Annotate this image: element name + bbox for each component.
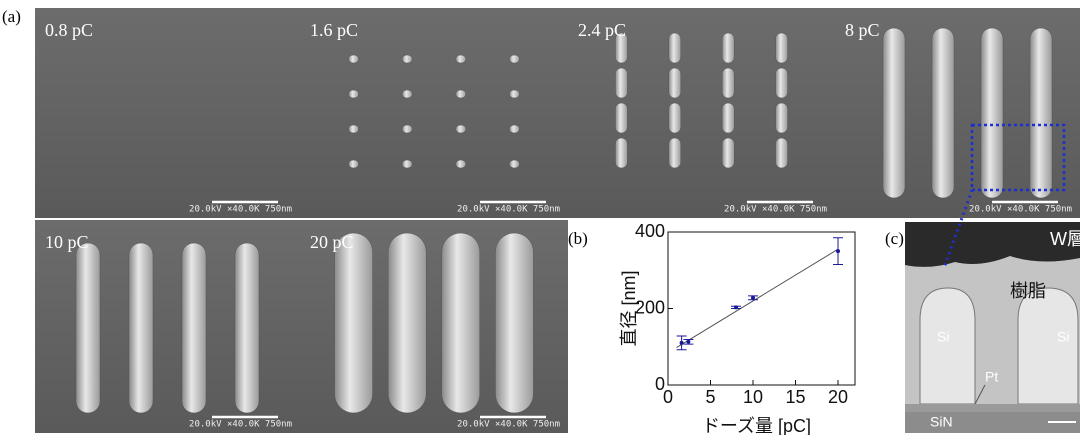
pillar — [776, 138, 788, 168]
pillar — [669, 103, 681, 133]
pillar — [615, 103, 627, 133]
scale-text: 20.0kV ×40.0K 750nm — [969, 205, 1072, 215]
x-tick-label: 5 — [705, 387, 715, 407]
pillar — [722, 138, 734, 168]
pillar — [509, 55, 519, 63]
sem-image: 10 pC 20.0kV ×40.0K 750nm — [35, 220, 300, 433]
pillar — [402, 90, 412, 98]
y-tick-label: 0 — [655, 374, 665, 394]
pillar — [129, 243, 153, 413]
dose-label: 2.4 pC — [578, 20, 626, 40]
sem-image: 8 pC 20.0kV ×40.0K 750nm — [835, 8, 1080, 218]
sem-image: 1.6 pC 20.0kV ×40.0K 750nm — [300, 8, 568, 218]
pillar — [509, 125, 519, 133]
sem-image: 20 pC 20.0kV ×40.0K 750nm — [300, 220, 568, 433]
pillar — [669, 33, 681, 63]
pillar — [349, 90, 359, 98]
x-tick-label: 20 — [828, 387, 848, 407]
dose-label: 20 pC — [310, 232, 354, 252]
scale-text: 20.0kV ×40.0K 750nm — [189, 420, 292, 430]
x-axis-label: ドーズ量 [pC] — [702, 416, 811, 435]
layer-label: Si — [937, 329, 949, 345]
pillar — [776, 103, 788, 133]
pillar — [388, 233, 426, 413]
panel-label: (b) — [568, 229, 588, 248]
pillar — [456, 55, 466, 63]
data-point — [734, 305, 738, 309]
pillar — [722, 68, 734, 98]
pillar — [981, 28, 1003, 198]
scale-text: 20.0kV ×40.0K 750nm — [189, 205, 292, 215]
dose-label: 10 pC — [45, 232, 89, 252]
pillar — [182, 243, 206, 413]
pillar — [669, 68, 681, 98]
pillar — [335, 233, 373, 413]
pillar — [1030, 28, 1052, 198]
data-point — [680, 341, 684, 345]
pillar — [402, 125, 412, 133]
pillar — [883, 28, 905, 198]
pillar — [235, 243, 259, 413]
layer-label: SiN — [930, 414, 953, 430]
pillar — [76, 243, 100, 413]
y-tick-label: 200 — [635, 297, 665, 317]
layer-label: Si — [1057, 329, 1069, 345]
pillar — [722, 103, 734, 133]
x-tick-label: 10 — [743, 387, 763, 407]
pillar — [349, 125, 359, 133]
dose-label: 8 pC — [845, 20, 880, 40]
data-point — [686, 340, 690, 344]
pillar — [509, 160, 519, 168]
pillar — [669, 138, 681, 168]
figure-label: (a) — [2, 7, 21, 26]
pillar — [776, 68, 788, 98]
data-point — [751, 296, 755, 300]
fit-line — [677, 249, 839, 347]
dose-label: 0.8 pC — [45, 20, 93, 40]
layer-label: 樹脂 — [1010, 281, 1046, 301]
figure: (a) 0.8 pC 20.0kV ×40.0K 750nm 1.6 pC 20.0k… — [0, 0, 1086, 435]
pillar — [615, 138, 627, 168]
layer-label: Pt — [985, 369, 998, 385]
y-axis-label: 直径 [nm] — [619, 270, 639, 346]
pillar — [495, 233, 533, 413]
pillar — [509, 90, 519, 98]
pillar — [349, 160, 359, 168]
pillar — [776, 33, 788, 63]
dose-label: 1.6 pC — [310, 20, 358, 40]
layer-label: W層 — [1050, 229, 1085, 249]
sem-image: 0.8 pC 20.0kV ×40.0K 750nm — [35, 8, 300, 218]
scale-text: 20.0kV ×40.0K 750nm — [457, 420, 560, 430]
pillar — [932, 28, 954, 198]
pillar — [349, 55, 359, 63]
scale-text: 20.0kV ×40.0K 750nm — [724, 205, 827, 215]
pillar — [402, 55, 412, 63]
sem-image: 2.4 pC 20.0kV ×40.0K 750nm — [568, 8, 835, 218]
pillar — [402, 160, 412, 168]
plot-frame — [668, 232, 855, 385]
y-tick-label: 400 — [635, 221, 665, 241]
cross-section — [905, 222, 1080, 433]
scale-text: 20.0kV ×40.0K 750nm — [457, 205, 560, 215]
pillar — [442, 233, 480, 413]
pillar — [456, 125, 466, 133]
pillar — [722, 33, 734, 63]
data-point — [836, 249, 840, 253]
pillar — [615, 68, 627, 98]
pillar — [456, 90, 466, 98]
pillar — [456, 160, 466, 168]
x-tick-label: 15 — [785, 387, 805, 407]
panel-label: (c) — [885, 229, 904, 248]
